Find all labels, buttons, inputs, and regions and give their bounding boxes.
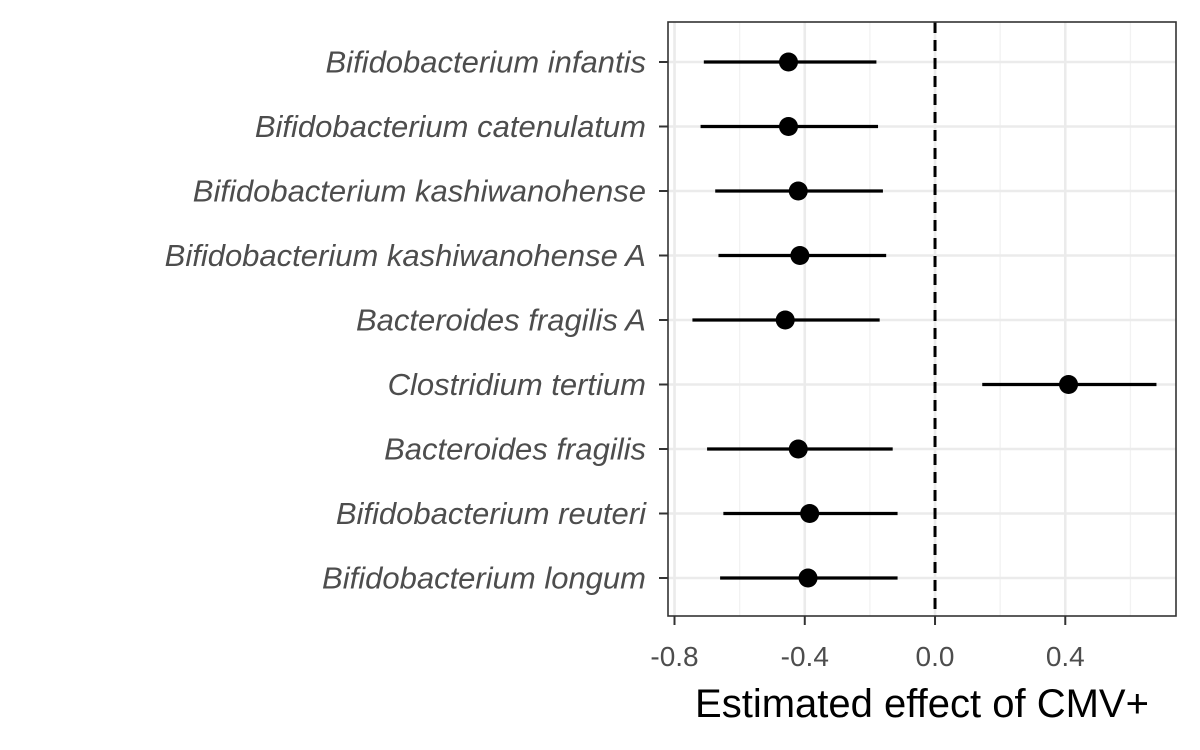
estimate-point: [775, 310, 795, 330]
y-tick-label: Bacteroides fragilis: [384, 432, 646, 467]
y-tick-label: Bifidobacterium infantis: [326, 45, 647, 80]
x-axis: -0.8 -0.4 0.0 0.4: [650, 616, 1085, 672]
x-tick-label: -0.4: [781, 641, 829, 672]
y-tick-label: Bacteroides fragilis A: [356, 303, 646, 338]
estimate-point: [800, 504, 820, 523]
estimate-point: [1059, 375, 1079, 394]
data-marks: [692, 52, 1157, 588]
estimate-point: [778, 52, 798, 72]
x-axis-title: Estimated effect of CMV+: [695, 682, 1149, 726]
y-tick-label: Bifidobacterium reuteri: [336, 496, 647, 531]
y-tick-label: Bifidobacterium kashiwanohense A: [165, 238, 646, 273]
estimate-point: [790, 246, 810, 265]
estimate-point: [788, 181, 808, 201]
x-tick-label: 0.0: [916, 641, 955, 672]
y-tick-label: Bifidobacterium kashiwanohense: [193, 174, 646, 209]
x-tick-label: 0.4: [1046, 641, 1085, 672]
y-tick-label: Bifidobacterium longum: [322, 561, 646, 596]
y-axis: Bifidobacterium infantis Bifidobacterium …: [165, 45, 668, 596]
estimate-point: [778, 117, 798, 136]
estimate-point: [798, 568, 818, 588]
y-tick-label: Clostridium tertium: [388, 367, 646, 402]
y-tick-label: Bifidobacterium catenulatum: [255, 109, 646, 144]
x-tick-label: -0.8: [650, 641, 698, 672]
estimate-point: [788, 439, 808, 459]
